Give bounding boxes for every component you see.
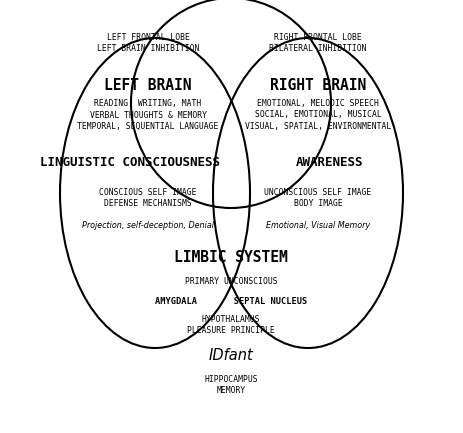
Text: LEFT FRONTAL LOBE
LEFT BRAIN INHIBITION: LEFT FRONTAL LOBE LEFT BRAIN INHIBITION — [97, 33, 199, 53]
Text: HYPOTHALAMUS
PLEASURE PRINCIPLE: HYPOTHALAMUS PLEASURE PRINCIPLE — [187, 315, 275, 335]
Text: PRIMARY UNCONSCIOUS: PRIMARY UNCONSCIOUS — [185, 278, 277, 287]
Text: EMOTIONAL, MELODIC SPEECH
SOCIAL, EMOTIONAL, MUSICAL
VISUAL, SPATIAL, ENVIRONMEN: EMOTIONAL, MELODIC SPEECH SOCIAL, EMOTIO… — [245, 100, 391, 131]
Text: AMYGDALA       SEPTAL NUCLEUS: AMYGDALA SEPTAL NUCLEUS — [155, 297, 307, 306]
Text: IDfant: IDfant — [209, 348, 253, 362]
Text: HIPPOCAMPUS
MEMORY: HIPPOCAMPUS MEMORY — [204, 375, 258, 395]
Text: UNCONSCIOUS SELF IMAGE
BODY IMAGE: UNCONSCIOUS SELF IMAGE BODY IMAGE — [264, 188, 372, 208]
Text: RIGHT BRAIN: RIGHT BRAIN — [270, 78, 366, 93]
Text: LINGUISTIC CONSCIOUSNESS: LINGUISTIC CONSCIOUSNESS — [40, 156, 220, 169]
Text: Emotional, Visual Memory: Emotional, Visual Memory — [266, 222, 370, 230]
Text: LEFT BRAIN: LEFT BRAIN — [104, 78, 192, 93]
Text: CONSCIOUS SELF IMAGE
DEFENSE MECHANISMS: CONSCIOUS SELF IMAGE DEFENSE MECHANISMS — [99, 188, 197, 208]
Text: RIGHT FRONTAL LOBE
BILATERAL INHIBITION: RIGHT FRONTAL LOBE BILATERAL INHIBITION — [269, 33, 367, 53]
Text: Projection, self-deception, Denial: Projection, self-deception, Denial — [82, 222, 214, 230]
Text: READING, WRITING, MATH
VERBAL THOUGHTS & MEMORY
TEMPORAL, SEQUENTIAL LANGUAGE: READING, WRITING, MATH VERBAL THOUGHTS &… — [77, 100, 219, 131]
Text: LIMBIC SYSTEM: LIMBIC SYSTEM — [174, 251, 288, 265]
Text: AWARENESS: AWARENESS — [296, 156, 364, 169]
